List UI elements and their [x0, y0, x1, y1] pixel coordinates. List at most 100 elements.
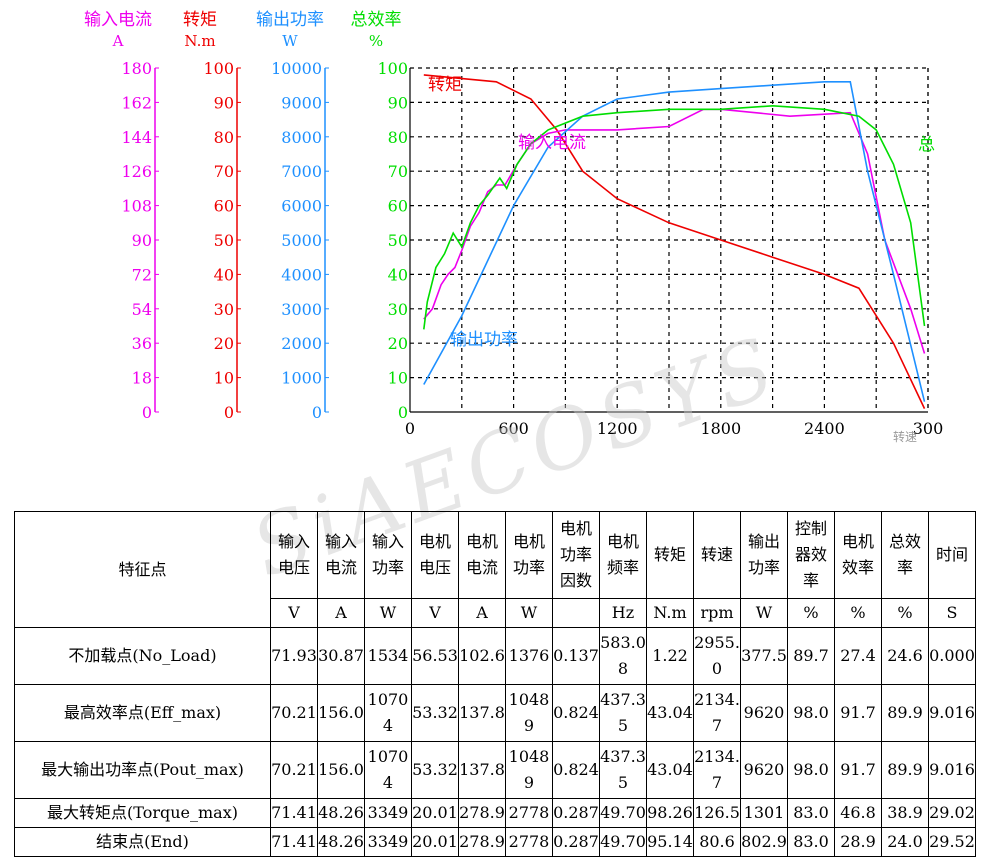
table-row: 最高效率点(Eff_max) 70.21 156.0 10704 53.32 137.8 1…	[14, 684, 976, 742]
axis-tick-label: 162	[121, 93, 152, 112]
axis-tick-label: 80	[214, 128, 234, 147]
column-unit: %	[787, 598, 835, 628]
table-cell: 83.0	[787, 827, 835, 857]
axis-tick-label: 1000	[281, 369, 322, 388]
table-cell: 43.04	[646, 741, 694, 799]
axis-tick-label: 40	[214, 265, 234, 284]
table-cell: 89.9	[881, 684, 929, 742]
table-cell: 0.824	[552, 741, 600, 799]
column-header: 电机功率	[505, 511, 553, 599]
axis-title-2: 输出功率	[256, 10, 324, 30]
axis-tick-label: 30	[388, 300, 408, 319]
axis-tick-label: 50	[388, 231, 408, 250]
table-cell: 0.287	[552, 798, 600, 828]
table-cell: 24.6	[881, 627, 929, 685]
table-cell: 377.5	[740, 627, 788, 685]
table-cell: 9.016	[928, 741, 976, 799]
column-unit: V	[411, 598, 459, 628]
axis-tick-label: 18	[132, 369, 152, 388]
axis-tick-label: 144	[121, 128, 152, 147]
table-cell: 38.9	[881, 798, 929, 828]
axis-tick-label: 80	[388, 128, 408, 147]
column-header: 电机功率因数	[552, 511, 600, 599]
table-cell: 71.41	[270, 827, 318, 857]
table-row: 不加载点(No_Load) 71.93 30.87 1534 56.53 102.6 137…	[14, 627, 976, 685]
column-unit: W	[505, 598, 553, 628]
table-cell: 98.0	[787, 684, 835, 742]
x-tick-label: 1200	[597, 419, 638, 438]
table-cell: 46.8	[834, 798, 882, 828]
table-cell: 29.52	[928, 827, 976, 857]
table-cell: 0.137	[552, 627, 600, 685]
series-line-3	[423, 104, 926, 330]
column-unit: A	[317, 598, 365, 628]
axis-tick-label: 10	[388, 369, 408, 388]
column-unit: W	[740, 598, 788, 628]
axis-tick-label: 72	[132, 265, 152, 284]
axis-tick-label: 6000	[281, 197, 322, 216]
column-header: 电机效率	[834, 511, 882, 599]
table-cell: 10704	[364, 741, 412, 799]
table-cell: 24.0	[881, 827, 929, 857]
axis-title-0: 输入电流	[84, 10, 152, 30]
table-cell: 126.5	[693, 798, 741, 828]
table-cell: 20.01	[411, 798, 459, 828]
x-tick-label: 600	[498, 419, 529, 438]
column-header: 输出功率	[740, 511, 788, 599]
column-header: 总效率	[881, 511, 929, 599]
table-cell: 2778	[505, 827, 553, 857]
table-cell: 156.0	[317, 684, 365, 742]
column-header: 转速	[693, 511, 741, 599]
column-header: 输入功率	[364, 511, 412, 599]
row-label: 不加载点(No_Load)	[14, 627, 271, 685]
axis-tick-label: 8000	[281, 128, 322, 147]
table-cell: 0.287	[552, 827, 600, 857]
table-cell: 95.14	[646, 827, 694, 857]
table-cell: 89.9	[881, 741, 929, 799]
axis-title-3: 总效率	[351, 10, 402, 30]
table-cell: 80.6	[693, 827, 741, 857]
table-cell: 278.9	[458, 798, 506, 828]
table-cell: 9.016	[928, 684, 976, 742]
table-cell: 10704	[364, 684, 412, 742]
series-line-2	[423, 81, 926, 402]
table-cell: 9620	[740, 741, 788, 799]
column-unit: N.m	[646, 598, 694, 628]
series-label-1: 输入电流	[518, 133, 586, 153]
performance-chart: 输入电流A18016214412610890725436180转矩N.m1009…	[84, 10, 944, 444]
table-cell: 1376	[505, 627, 553, 685]
x-tick-label: 0	[405, 419, 415, 438]
column-header: 电机电压	[411, 511, 459, 599]
table-cell: 49.70	[599, 827, 647, 857]
table-cell: 9620	[740, 684, 788, 742]
column-header: 输入电压	[270, 511, 318, 599]
axis-tick-label: 70	[214, 162, 234, 181]
row-label: 结束点(End)	[14, 827, 271, 857]
axis-tick-label: 20	[388, 334, 408, 353]
axis-tick-label: 5000	[281, 231, 322, 250]
table-cell: 2955.0	[693, 627, 741, 685]
table-cell: 10489	[505, 684, 553, 742]
table-cell: 48.26	[317, 798, 365, 828]
x-tick-label: 300	[913, 419, 944, 438]
axis-tick-label: 60	[388, 197, 408, 216]
table-cell: 91.7	[834, 684, 882, 742]
table-cell: 70.21	[270, 684, 318, 742]
table-cell: 10489	[505, 741, 553, 799]
table-cell: 2134.7	[693, 684, 741, 742]
table-cell: 27.4	[834, 627, 882, 685]
table-cell: 53.32	[411, 684, 459, 742]
table-cell: 83.0	[787, 798, 835, 828]
axis-tick-label: 0	[398, 403, 408, 422]
column-header: 输入电流	[317, 511, 365, 599]
table-cell: 71.41	[270, 798, 318, 828]
axis-tick-label: 0	[224, 403, 234, 422]
table-cell: 98.0	[787, 741, 835, 799]
column-unit: S	[928, 598, 976, 628]
axis-tick-label: 90	[214, 93, 234, 112]
axis-tick-label: 2000	[281, 334, 322, 353]
table-cell: 30.87	[317, 627, 365, 685]
column-unit	[552, 598, 600, 628]
table-cell: 43.04	[646, 684, 694, 742]
axis-tick-label: 126	[121, 162, 152, 181]
